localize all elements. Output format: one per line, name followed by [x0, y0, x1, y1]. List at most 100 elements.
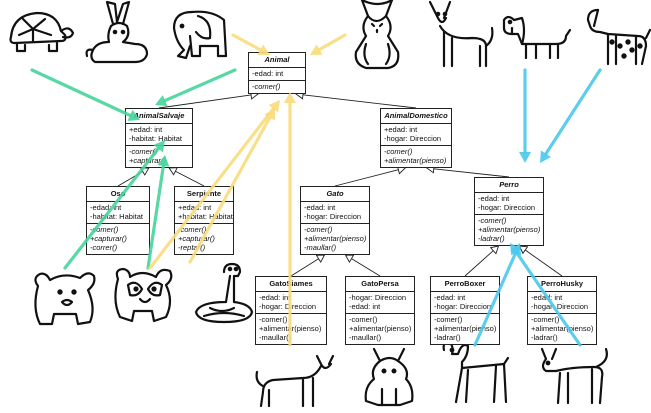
attributes-section: -edad: int -hogar: Direccion: [256, 292, 326, 314]
method: -comer(): [531, 315, 560, 324]
class-box-animal: Animal -edad: int -comer(): [248, 52, 306, 94]
method: +capturar(): [129, 156, 166, 165]
method: -maullar(): [304, 243, 337, 252]
inheritance-arrowhead: [518, 245, 529, 255]
class-box-animalsalvaje: AnimalSalvaje +edad: int -habitat: Habitat…: [125, 108, 193, 168]
attributes-section: +edad: int +habitat: Habitat: [175, 202, 233, 224]
method: -comer(): [252, 82, 281, 91]
class-name: Serpiente: [175, 187, 233, 202]
attribute: -hogar: Direccion: [478, 203, 536, 212]
method: -comer(): [349, 315, 378, 324]
attributes-section: -edad: int -hogar: Direccion: [528, 292, 596, 314]
method: +alimentar(pienso): [384, 156, 447, 165]
class-name: Gato: [301, 187, 369, 202]
attributes-section: -hogar: Direccion -edad: int: [346, 292, 414, 314]
inheritance-line: [351, 258, 381, 277]
attribute: -hogar: Direccion: [434, 302, 492, 311]
class-name: GatoSiames: [256, 277, 326, 292]
attribute: -edad: int: [252, 69, 284, 78]
attribute: +edad: int: [384, 125, 418, 134]
class-box-perro: Perro -edad: int -hogar: Direccion -comer()…: [474, 177, 544, 246]
persian-cat-icon: [364, 347, 414, 407]
method: -reptar(): [178, 243, 206, 252]
method: -correr(): [90, 243, 118, 252]
attribute: -hogar: Direccion: [384, 134, 442, 143]
attributes-section: -edad: int -hogar: Direccion: [431, 292, 499, 314]
attributes-section: -edad: int: [249, 68, 305, 81]
inheritance-line: [433, 168, 510, 178]
methods-section: -comer() +alimentar(pienso) -ladrar(): [475, 215, 543, 245]
class-box-perrohusky: PerroHusky -edad: int -hogar: Direccion -co…: [527, 276, 597, 345]
method: -comer(): [478, 216, 507, 225]
rabbit-icon: [85, 0, 149, 64]
inheritance-line: [334, 169, 399, 187]
method: +alimentar(pienso): [434, 324, 497, 333]
class-box-gatosiames: GatoSiames -edad: int -hogar: Direccion -co…: [255, 276, 327, 345]
method: -maullar(): [259, 333, 292, 342]
method: +alimentar(pienso): [478, 225, 541, 234]
class-box-oso: Oso -edad: int -habitat: Habitat -comer() +c…: [86, 186, 150, 255]
attributes-section: -edad: int -hogar: Direccion: [475, 193, 543, 215]
attribute: -edad: int: [478, 194, 510, 203]
attribute: +habitat: Habitat: [178, 212, 233, 221]
methods-section: -comer() +alimentar(pienso) -ladrar(): [528, 314, 596, 344]
attribute: +edad: int: [129, 125, 163, 134]
attributes-section: +edad: int -hogar: Direccion: [381, 124, 451, 146]
method: +alimentar(pienso): [259, 324, 322, 333]
methods-section: -comer() +capturar(): [126, 146, 192, 167]
attribute: -hogar: Direccion: [349, 293, 407, 302]
method: +capturar(): [178, 234, 215, 243]
class-name: AnimalDomestico: [381, 109, 451, 124]
sphynx-cat-icon: [428, 0, 494, 68]
attribute: -edad: int: [434, 293, 466, 302]
method: -comer(): [178, 225, 207, 234]
panda-icon: [114, 267, 173, 323]
methods-section: -comer() +alimentar(pienso) -maullar(): [346, 314, 414, 344]
methods-section: -comer(): [249, 81, 305, 93]
attribute: -edad: int: [531, 293, 563, 302]
attribute: -hogar: Direccion: [304, 212, 362, 221]
class-box-serpiente: Serpiente +edad: int +habitat: Habitat -com…: [174, 186, 234, 255]
attribute: -hogar: Direccion: [259, 302, 317, 311]
class-name: PerroHusky: [528, 277, 596, 292]
elephant-icon: [172, 10, 228, 60]
inheritance-line: [302, 94, 417, 109]
attributes-section: -edad: int -habitat: Habitat: [87, 202, 149, 224]
siamese-cat-icon: [255, 354, 335, 408]
dalmatian-icon: [586, 8, 651, 66]
method: +capturar(): [90, 234, 127, 243]
inheritance-line: [290, 258, 319, 277]
maine-coon-cat-icon: [354, 0, 400, 70]
attribute: -edad: int: [90, 203, 122, 212]
attribute: -hogar: Direccion: [531, 302, 589, 311]
method: -ladrar(): [531, 333, 558, 342]
methods-section: -comer() +capturar() -correr(): [87, 224, 149, 254]
class-box-perroboxer: PerroBoxer -edad: int -hogar: Direccion -co…: [430, 276, 500, 345]
method: -comer(): [129, 147, 158, 156]
method: -comer(): [304, 225, 333, 234]
husky-dog-icon: [540, 347, 608, 405]
class-box-gato: Gato -edad: int -hogar: Direccion -comer() +…: [300, 186, 370, 255]
inheritance-arrowhead: [344, 254, 355, 263]
method: -comer(): [90, 225, 119, 234]
methods-section: -comer() +capturar() -reptar(): [175, 224, 233, 254]
method: +alimentar(pienso): [349, 324, 412, 333]
attribute: -edad: int: [349, 302, 381, 311]
method: -comer(): [434, 315, 463, 324]
class-box-gatopersa: GatoPersa -hogar: Direccion -edad: int -com…: [345, 276, 415, 345]
class-name: Perro: [475, 178, 543, 193]
method: -comer(): [384, 147, 413, 156]
methods-section: -comer() +alimentar(pienso) -maullar(): [256, 314, 326, 344]
method: +alimentar(pienso): [531, 324, 594, 333]
inheritance-arrowhead: [315, 254, 326, 264]
class-name: GatoPersa: [346, 277, 414, 292]
attribute: -habitat: Habitat: [129, 134, 182, 143]
snake-icon: [194, 262, 254, 324]
class-box-animaldomestico: AnimalDomestico +edad: int -hogar: Direcci…: [380, 108, 452, 168]
attribute: -edad: int: [259, 293, 291, 302]
bear-icon: [34, 272, 96, 326]
class-name: PerroBoxer: [431, 277, 499, 292]
attribute: -habitat: Habitat: [90, 212, 143, 221]
method: +alimentar(pienso): [304, 234, 367, 243]
